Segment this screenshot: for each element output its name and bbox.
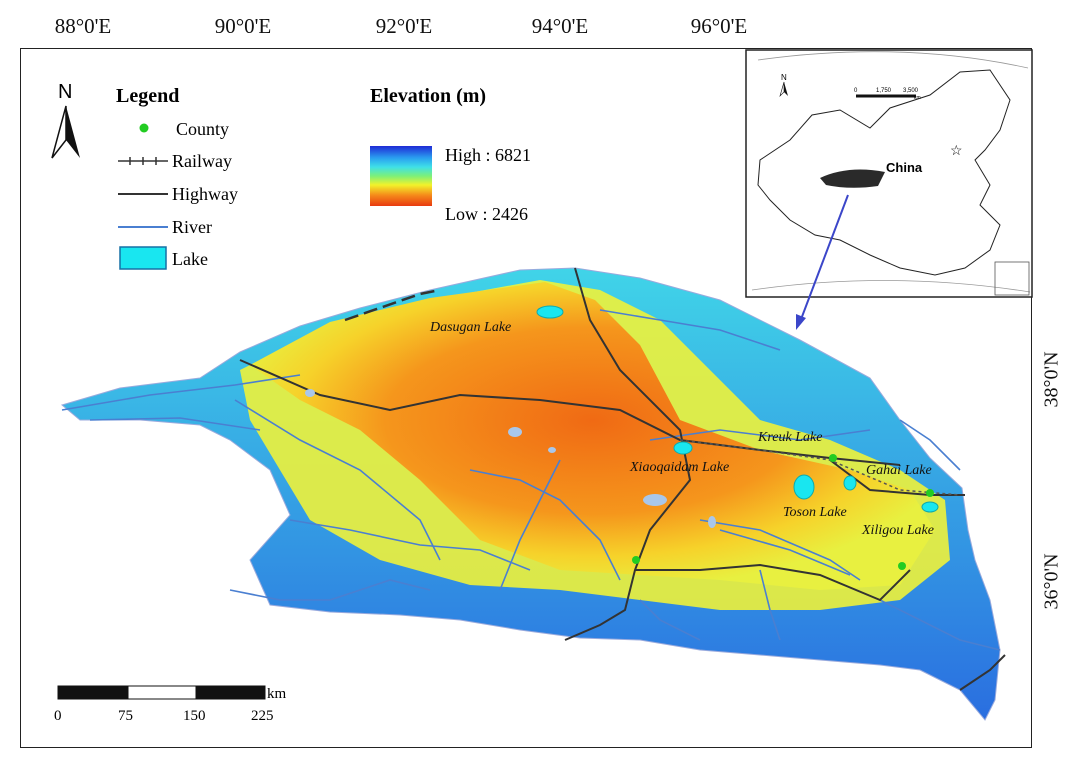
river-network xyxy=(61,309,1001,651)
map-frame xyxy=(20,48,1032,748)
legend-lake-label: Lake xyxy=(172,249,208,269)
elevation-title: Elevation (m) xyxy=(370,85,486,107)
lake-label-xiligou: Xiligou Lake xyxy=(861,523,934,538)
scale-tick-75: 75 xyxy=(118,708,133,724)
longitude-label-92: 92°0'E xyxy=(375,14,433,38)
county-points xyxy=(632,454,934,570)
scale-unit: km xyxy=(267,686,287,702)
north-arrow-label: N xyxy=(58,81,72,103)
legend-railway-symbol xyxy=(118,157,168,165)
longitude-label-96: 96°0'E xyxy=(690,14,748,38)
inset-pointer-line xyxy=(799,194,849,323)
lake-label-toson: Toson Lake xyxy=(783,505,847,520)
elevation-low-label: Low : 2426 xyxy=(445,204,528,224)
lake-label-xiaoqaidam: Xiaoqaidam Lake xyxy=(629,460,729,475)
inset-country-label: China xyxy=(886,160,923,175)
elevation-low-basin xyxy=(250,282,935,590)
lake-label-dasugan: Dasugan Lake xyxy=(429,320,511,335)
railway-segment xyxy=(344,288,441,322)
legend-county-label: County xyxy=(176,119,229,139)
inset-scale-tick-0: 0 xyxy=(854,88,858,94)
capital-star-icon: ☆ xyxy=(950,144,963,159)
legend-lake-symbol xyxy=(119,246,167,270)
legend-river-label: River xyxy=(172,217,212,237)
inset-scale-unit: km xyxy=(914,95,921,101)
inset-south-china-sea-box xyxy=(994,261,1030,296)
north-arrow-icon xyxy=(51,105,80,159)
inset-scale-tick-2: 3,500 xyxy=(903,88,919,94)
longitude-label-90: 90°0'E xyxy=(214,14,272,38)
salt-lakes-layer xyxy=(305,389,716,528)
lakes-layer xyxy=(536,305,939,513)
legend-county-symbol xyxy=(139,123,149,133)
scale-bar xyxy=(57,685,266,700)
elevation-color-ramp xyxy=(370,146,432,206)
longitude-label-94: 94°0'E xyxy=(531,14,589,38)
scale-tick-0: 0 xyxy=(54,708,62,724)
legend-title: Legend xyxy=(116,85,179,107)
highway-network xyxy=(239,267,1006,691)
legend-highway-label: Highway xyxy=(172,184,238,204)
scale-tick-150: 150 xyxy=(183,708,206,724)
scale-tick-225: 225 xyxy=(251,708,274,724)
inset-scale-tick-1: 1,750 xyxy=(876,88,892,94)
study-area-inset xyxy=(820,169,885,188)
inset-map: China ☆ N 0 1,750 3,500 km xyxy=(745,49,1033,298)
lake-label-kreuk: Kreuk Lake xyxy=(757,430,822,445)
lake-label-gahai: Gahai Lake xyxy=(866,463,932,478)
inset-north-label: N xyxy=(781,73,787,82)
elevation-high-label: High : 6821 xyxy=(445,145,531,165)
inset-pointer-arrowhead xyxy=(796,314,806,330)
longitude-label-88: 88°0'E xyxy=(54,14,112,38)
legend-railway-label: Railway xyxy=(172,151,232,171)
